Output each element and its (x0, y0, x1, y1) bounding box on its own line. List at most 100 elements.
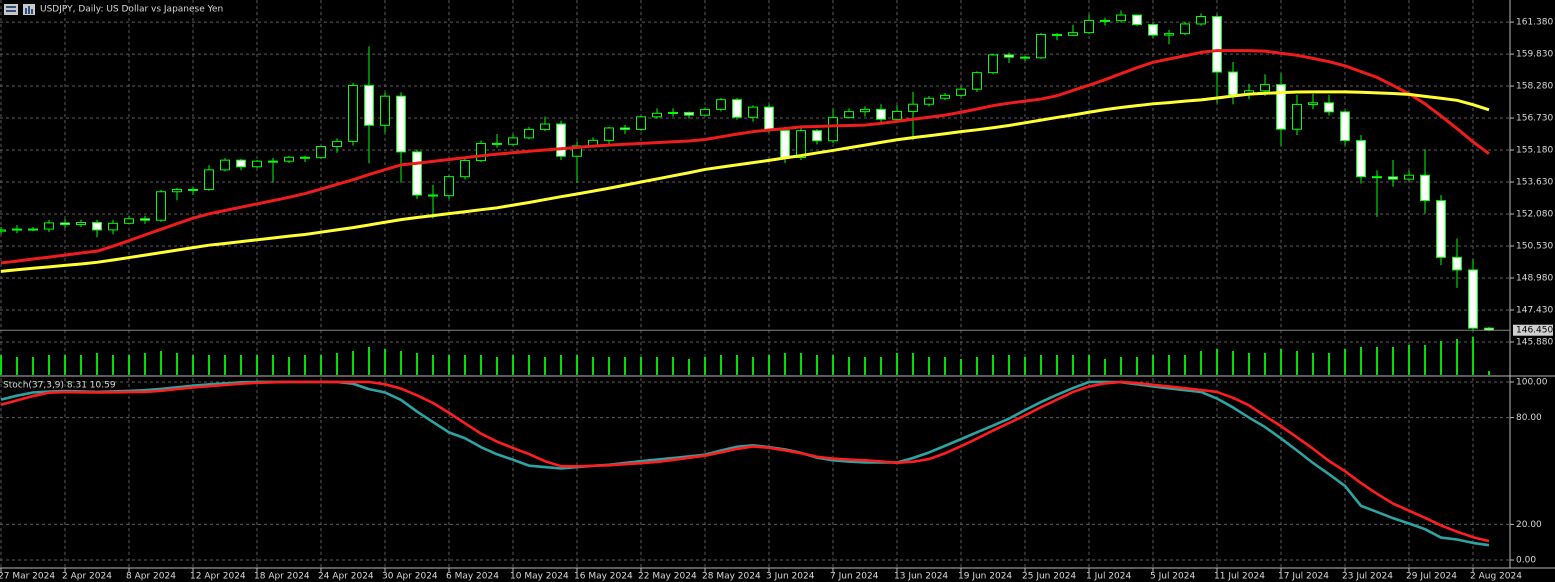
candle-body (956, 88, 966, 96)
y-tick-label: 145.880 (1516, 337, 1553, 347)
candle-body (1340, 111, 1350, 142)
candle-body (1228, 71, 1238, 96)
y-tick-label: 158.280 (1516, 82, 1553, 92)
x-tick-label: 19 Jun 2024 (958, 572, 1012, 582)
candle-body (316, 146, 326, 159)
candle-body (284, 156, 294, 162)
x-tick-label: 24 Apr 2024 (318, 572, 374, 582)
candle-body (428, 194, 438, 197)
chart-icon-bar (28, 6, 30, 14)
candle-body (1148, 24, 1158, 36)
candle-body (1324, 102, 1334, 113)
x-tick-label: 16 May 2024 (574, 572, 633, 582)
candle-body (1292, 103, 1302, 130)
candle-body (1404, 174, 1414, 180)
candle-body (1116, 14, 1126, 22)
y-tick-label: 152.080 (1516, 210, 1553, 220)
candle-body (748, 106, 758, 118)
candle-body (620, 127, 630, 130)
last-price-label: 146.450 (1516, 326, 1553, 336)
candle-body (1036, 33, 1046, 59)
candle-body (1180, 23, 1190, 35)
candle-body (140, 218, 150, 221)
x-tick-label: 17 Jul 2024 (1278, 572, 1329, 582)
candle-body (380, 95, 390, 126)
y-tick-label: 153.630 (1516, 178, 1553, 188)
candle-body (1372, 176, 1382, 179)
candle-body (1308, 102, 1318, 105)
candle-body (1356, 140, 1366, 178)
candle-body (348, 84, 358, 142)
candle-body (668, 111, 678, 114)
x-tick-label: 28 May 2024 (702, 572, 761, 582)
candle-body (1068, 32, 1078, 36)
candle-body (28, 228, 38, 231)
candle-body (700, 108, 710, 116)
candle-body (524, 128, 534, 139)
x-tick-label: 10 May 2024 (510, 572, 569, 582)
candle-body (716, 99, 726, 110)
candle-body (364, 84, 374, 126)
y-tick-label: 147.430 (1516, 305, 1553, 315)
marks-layer (0, 10, 1494, 332)
candle-body (540, 123, 550, 130)
x-tick-label: 13 Jun 2024 (894, 572, 948, 582)
candle-body (1020, 56, 1030, 59)
candle-body (1452, 256, 1462, 271)
candle-body (12, 228, 22, 231)
candle-body (460, 160, 470, 178)
candle-body (892, 110, 902, 120)
candle-body (124, 218, 134, 224)
chart-icon-bar (25, 8, 27, 14)
candle-body (252, 160, 262, 168)
candle-body (908, 103, 918, 112)
labels-layer: USDJPY, Daily: US Dollar vs Japanese Yen… (0, 5, 1553, 582)
candle-body (988, 54, 998, 74)
x-tick-label: 3 Jun 2024 (766, 572, 815, 582)
indicator-line (0, 380, 1490, 543)
candle-body (1084, 19, 1094, 34)
x-tick-label: 25 Jun 2024 (1022, 572, 1076, 582)
x-tick-label: 2 Apr 2024 (62, 572, 112, 582)
panel-title: USDJPY, Daily: US Dollar vs Japanese Yen (40, 5, 223, 15)
candle-body (0, 229, 6, 232)
candle-body (1468, 269, 1478, 329)
x-tick-label: 27 Mar 2024 (0, 572, 55, 582)
candle-body (1132, 14, 1142, 26)
x-tick-label: 18 Apr 2024 (254, 572, 310, 582)
menu-icon-line (6, 10, 16, 12)
candle-body (492, 142, 502, 145)
candle-body (764, 106, 774, 131)
chart-icon-bar (31, 9, 33, 14)
menu-icon[interactable] (4, 4, 18, 15)
volume-layer (0, 337, 1490, 375)
y-tick-label: 161.380 (1516, 18, 1553, 28)
x-tick-label: 30 Apr 2024 (382, 572, 438, 582)
candle-body (1004, 54, 1014, 58)
candle-body (1260, 84, 1270, 92)
lines-layer (0, 49, 1510, 547)
last-price-box (1513, 324, 1553, 336)
candle-body (188, 188, 198, 191)
candle-body (108, 222, 118, 231)
x-tick-label: 1 Jul 2024 (1086, 572, 1131, 582)
candle-body (60, 222, 70, 226)
y-tick-label: 156.730 (1516, 114, 1553, 124)
candle-body (508, 137, 518, 145)
y-tick-label: 80.00 (1516, 413, 1542, 423)
candle-body (732, 99, 742, 118)
candle-body (332, 140, 342, 148)
candle-body (220, 159, 230, 171)
candle-body (444, 176, 454, 197)
grid-layer (0, 0, 1514, 572)
indicator-line (0, 49, 1490, 265)
x-tick-label: 8 Apr 2024 (126, 572, 176, 582)
candle-body (1164, 33, 1174, 36)
x-tick-label: 22 May 2024 (638, 572, 697, 582)
candle-body (844, 111, 854, 119)
y-tick-label: 148.980 (1516, 273, 1553, 283)
y-tick-label: 100.00 (1516, 377, 1548, 387)
candle-body (1276, 84, 1286, 130)
